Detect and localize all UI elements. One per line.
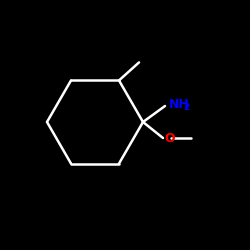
Text: 2: 2	[183, 104, 189, 112]
Text: NH: NH	[169, 98, 190, 112]
Text: O: O	[164, 132, 174, 144]
